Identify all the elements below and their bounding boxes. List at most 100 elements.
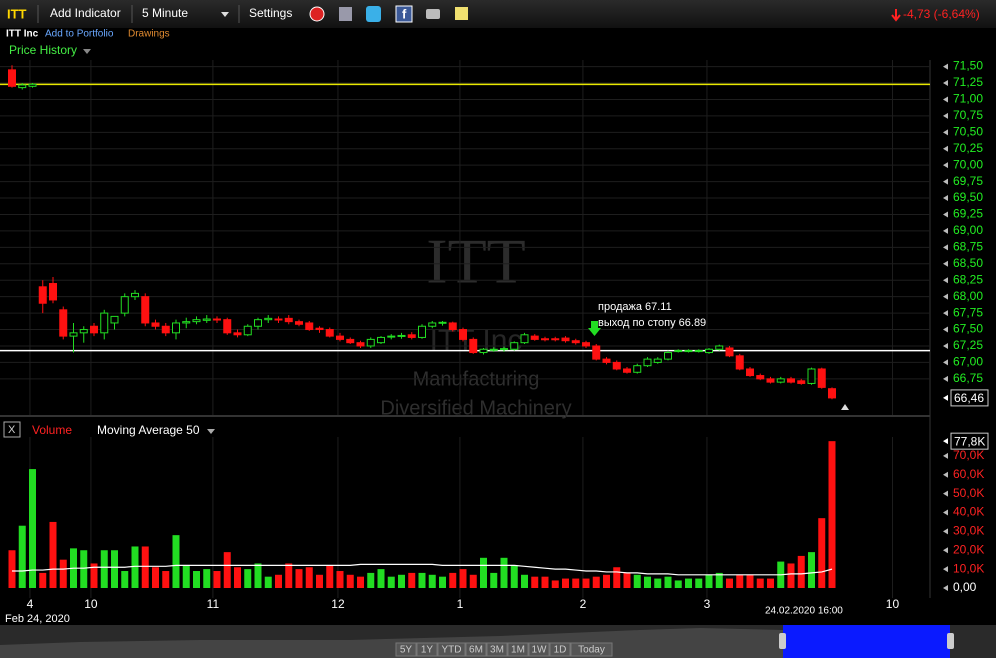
volume-bar <box>746 574 754 588</box>
volume-bar <box>141 546 149 588</box>
add-to-portfolio[interactable]: Add to Portfolio <box>45 29 114 40</box>
navigator-handle[interactable] <box>779 633 786 649</box>
close-button[interactable] <box>3 421 21 438</box>
plot: 4 10 11 12 1 2 3 1066,7567,0067,2567,5067,7568,… <box>0 59 989 611</box>
dropdown-arrow[interactable] <box>221 12 229 17</box>
candle-body <box>366 338 375 347</box>
volume-bar <box>90 563 98 588</box>
volume-bar <box>367 572 375 588</box>
candle-body <box>295 321 303 325</box>
volume-bar <box>654 578 662 588</box>
volume-bar <box>408 572 416 588</box>
sell-arrow <box>588 321 601 336</box>
range-button[interactable] <box>507 642 529 657</box>
candle-body <box>459 329 467 340</box>
volume-bar <box>203 569 211 588</box>
volume-bar <box>305 567 313 588</box>
candle-body <box>264 317 273 321</box>
volume-bar <box>510 565 518 588</box>
price-history[interactable]: Price History <box>9 43 77 57</box>
candle-body <box>489 348 498 351</box>
candle-body <box>479 348 488 354</box>
volume-bar <box>664 576 672 588</box>
volume-bar <box>264 576 272 588</box>
navigator-handle[interactable] <box>947 633 954 649</box>
facebook-icon[interactable] <box>395 5 413 23</box>
range-button[interactable] <box>437 642 466 657</box>
volume-bar <box>18 525 26 588</box>
volume-title: Volume <box>32 423 72 437</box>
twitter-icon[interactable] <box>366 6 381 22</box>
y-tick-label: 30,0K <box>953 524 984 538</box>
candle-body <box>633 365 642 373</box>
x-tick-label: 2 <box>580 597 587 611</box>
candle-body <box>90 325 98 334</box>
y-tick-mark <box>943 342 948 349</box>
y-tick-mark <box>943 277 948 284</box>
volume-bar <box>111 550 118 588</box>
range-button[interactable] <box>395 642 417 657</box>
candle-body <box>110 315 119 324</box>
volume-bar <box>644 576 651 588</box>
candle-body <box>756 375 765 380</box>
candle-body <box>541 338 549 341</box>
volume-bar <box>8 550 16 588</box>
volume-bar <box>59 559 67 588</box>
candle-body <box>715 345 724 350</box>
volume-bar <box>398 574 405 588</box>
drawings[interactable]: Drawings <box>128 29 170 40</box>
symbol[interactable]: ITT <box>7 6 27 21</box>
x-tick-label: 1 <box>457 597 464 611</box>
volume-bar <box>603 574 610 588</box>
y-tick-label: 70,75 <box>953 108 983 122</box>
y-tick-mark <box>943 359 948 366</box>
y-tick-label: 67,75 <box>953 305 983 319</box>
range-buttons: 5Y 1Y YTD 6M 3M 1M 1W 1D Today <box>395 642 613 657</box>
y-tick-label: 69,25 <box>953 207 983 221</box>
navigator-selection[interactable] <box>783 625 950 658</box>
candle-body <box>192 319 201 323</box>
y-tick-mark <box>943 96 948 103</box>
ma-title[interactable]: Moving Average 50 <box>97 423 200 437</box>
dropdown-arrow[interactable] <box>83 49 91 54</box>
volume-bar <box>234 567 241 588</box>
range-button[interactable] <box>465 642 487 657</box>
camera-icon[interactable] <box>426 9 440 19</box>
candle-body <box>694 350 703 353</box>
volume-bar <box>449 572 457 588</box>
range-button[interactable] <box>570 642 613 657</box>
scroll-marker <box>841 404 849 410</box>
notes-icon[interactable] <box>339 7 352 21</box>
x-tick-label: 10 <box>84 597 98 611</box>
y-tick-label: 0,00 <box>953 580 977 594</box>
dropdown-arrow[interactable] <box>207 429 215 434</box>
volume-bar <box>275 574 282 588</box>
alarm-icon[interactable] <box>309 6 325 22</box>
range-label: 6M <box>469 645 483 656</box>
x-tick-label: 11 <box>207 597 220 611</box>
range-button[interactable] <box>549 642 571 657</box>
add-indicator[interactable]: Add Indicator <box>50 6 121 20</box>
volume-bar <box>316 574 323 588</box>
price-change: -4,73 (-6,64%) <box>903 7 980 21</box>
range-label: Today <box>578 645 605 656</box>
volume-bar <box>726 578 733 588</box>
candle-body <box>797 380 806 384</box>
candle-body <box>428 322 437 327</box>
range-button[interactable] <box>528 642 550 657</box>
candle-body <box>776 378 785 383</box>
range-button[interactable] <box>416 642 438 657</box>
note-icon[interactable] <box>455 7 468 20</box>
candle-body <box>69 332 78 337</box>
candle-body <box>100 312 109 334</box>
settings[interactable]: Settings <box>249 6 292 20</box>
y-tick-mark <box>943 145 948 152</box>
last-value-box <box>950 389 989 407</box>
toolbar <box>0 0 996 28</box>
range-button[interactable] <box>486 642 508 657</box>
candle-body <box>120 296 129 314</box>
candle-body <box>223 319 232 334</box>
annotation: продажа 67.11 <box>598 301 672 313</box>
interval[interactable]: 5 Minute <box>142 6 188 20</box>
y-tick-label: 68,75 <box>953 240 983 254</box>
